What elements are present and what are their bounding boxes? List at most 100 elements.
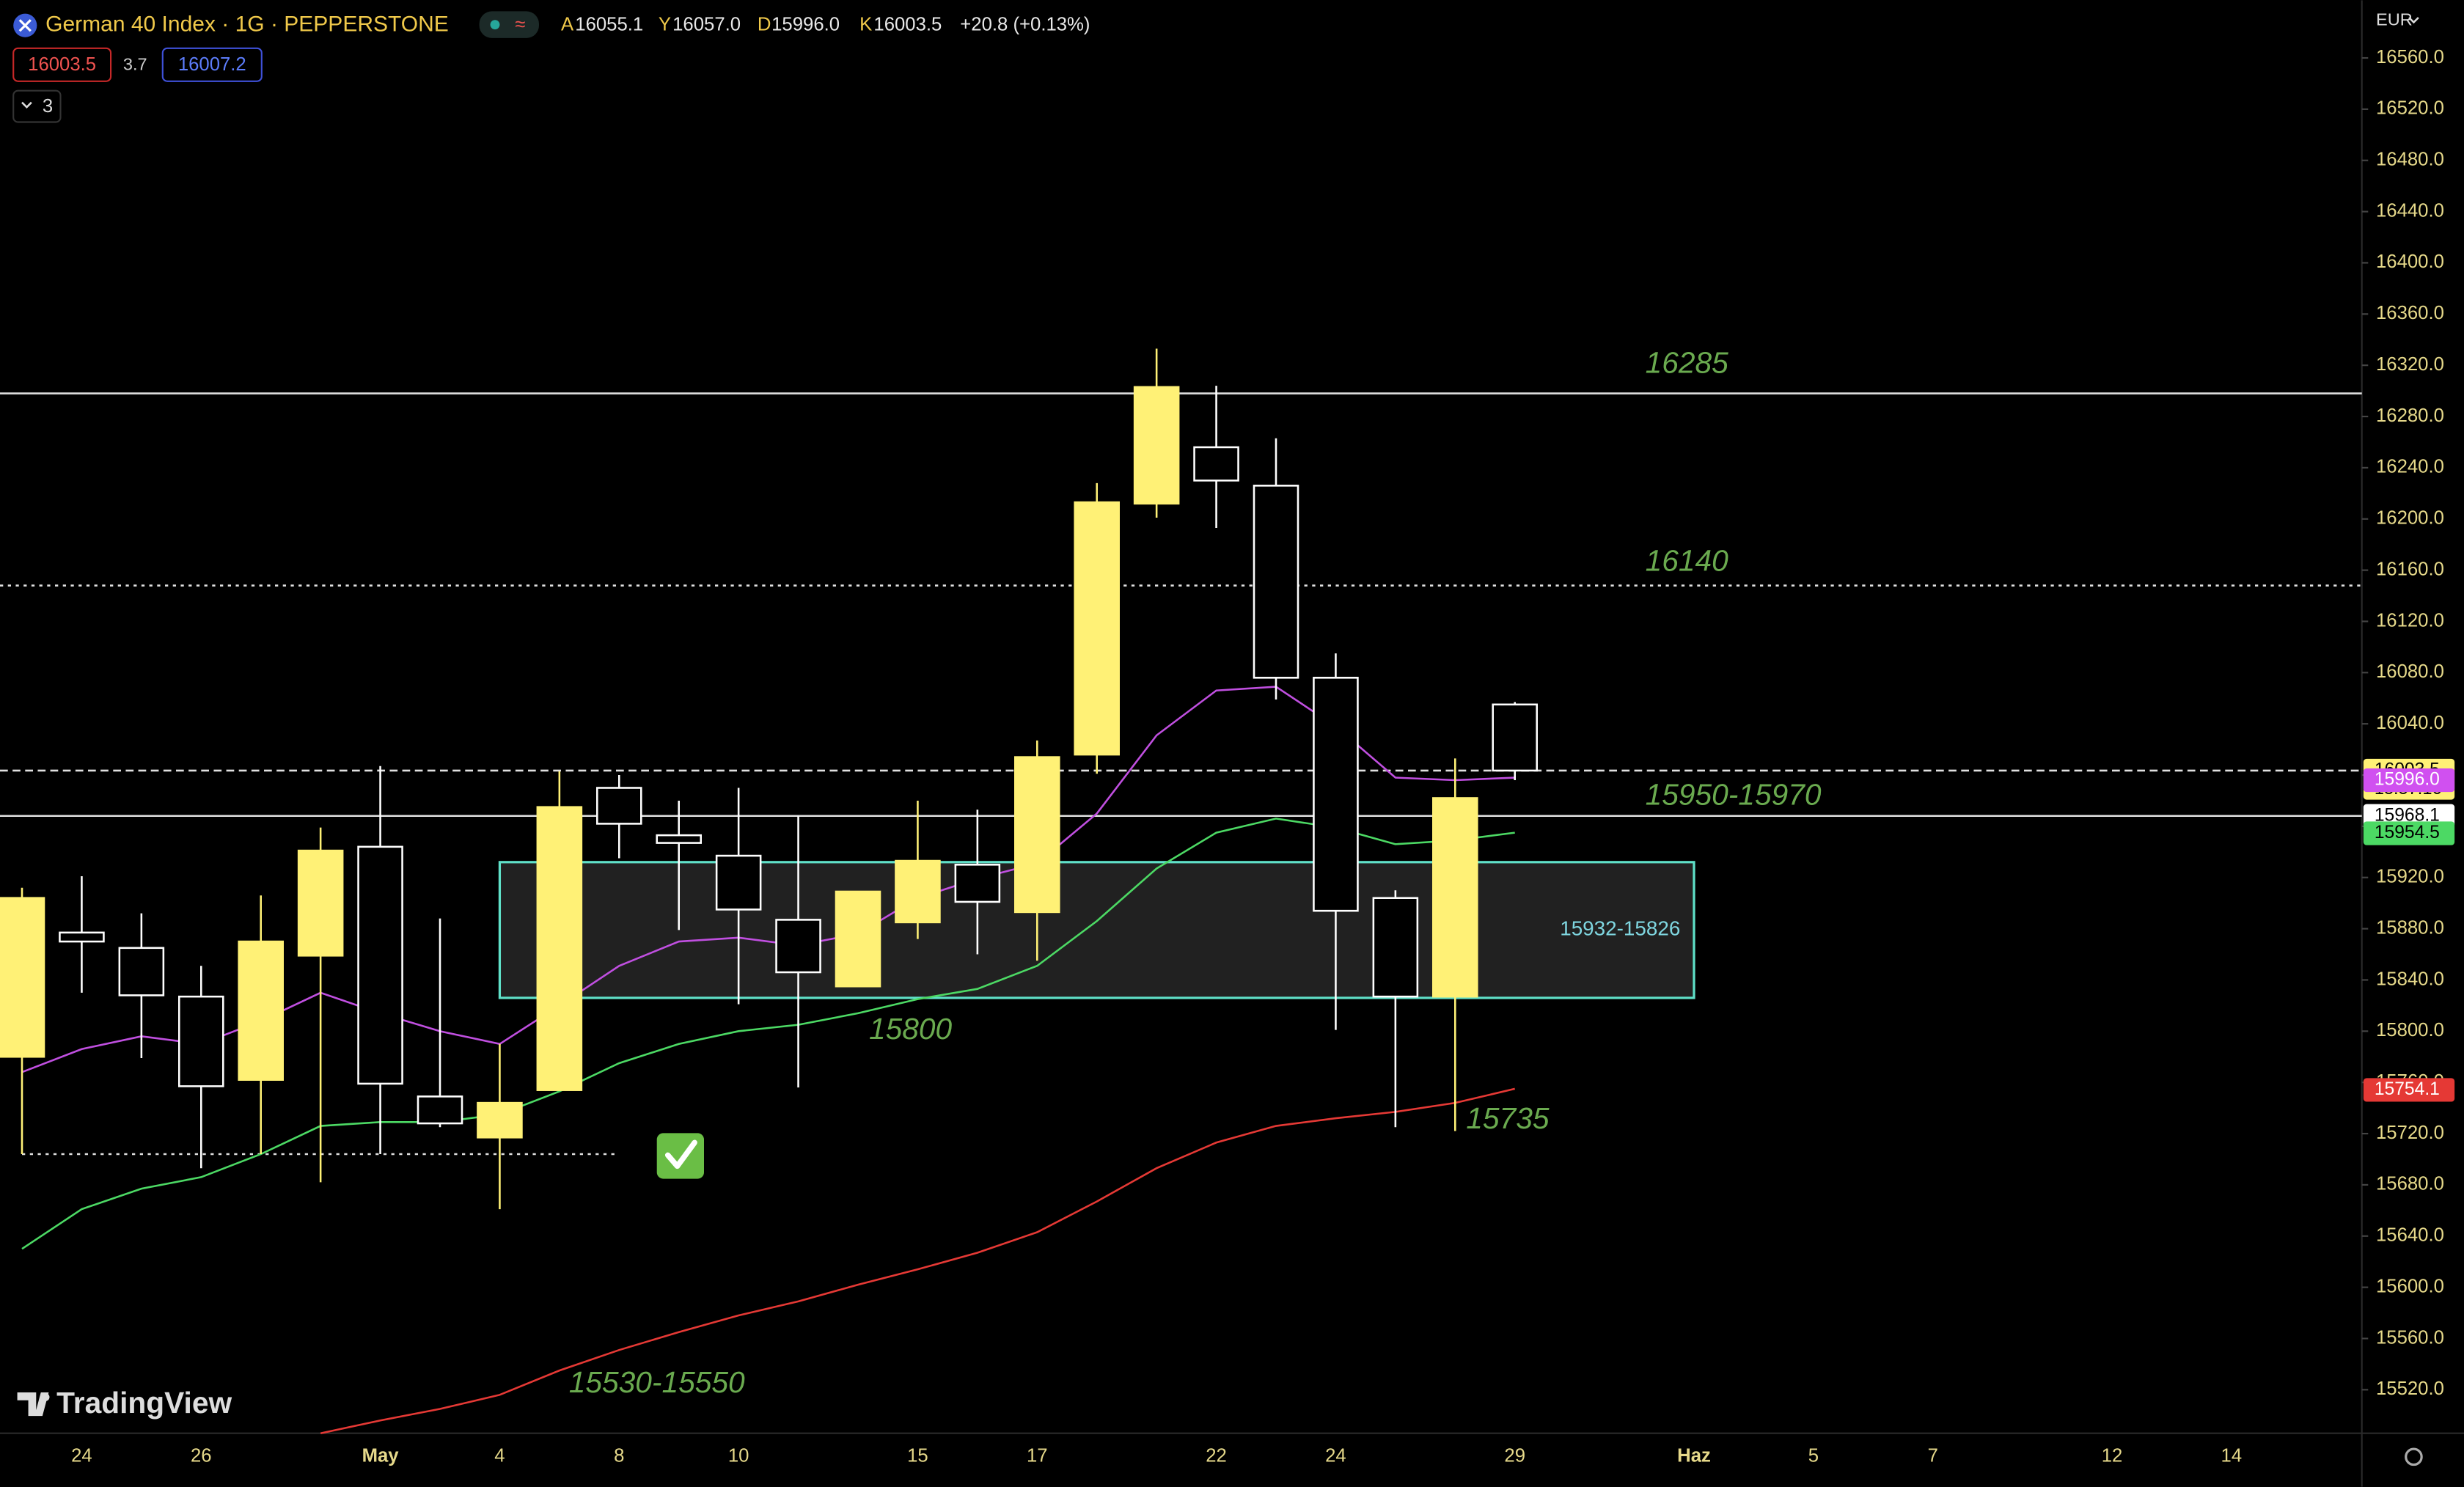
y-tick-label: 16200.0 bbox=[2376, 508, 2444, 529]
chevron bbox=[21, 101, 32, 109]
ohlc-value: 16055.1 bbox=[575, 15, 643, 35]
price-tag-label: 15954.5 bbox=[2375, 823, 2440, 842]
x-tick-label: 22 bbox=[1206, 1446, 1227, 1466]
settings-icon[interactable] bbox=[2405, 1447, 2423, 1466]
ohlc-label: D bbox=[758, 15, 771, 35]
currency: EUR bbox=[2376, 10, 2413, 29]
y-tick-label: 15680.0 bbox=[2376, 1174, 2444, 1194]
y-tick-label: 16560.0 bbox=[2376, 47, 2444, 67]
price-tag bbox=[2363, 768, 2455, 793]
annotation: 15735 bbox=[1466, 1101, 1550, 1135]
status-pill[interactable] bbox=[479, 11, 539, 38]
currency-chevron bbox=[2408, 17, 2419, 24]
y-tick-label: 15520.0 bbox=[2376, 1378, 2444, 1399]
check-badge bbox=[656, 1133, 704, 1179]
change: +20.8 (+0.13%) bbox=[960, 15, 1090, 35]
x-tick-label: 29 bbox=[1504, 1446, 1525, 1466]
y-tick-label: 16320.0 bbox=[2376, 354, 2444, 375]
y-tick-label: 16160.0 bbox=[2376, 559, 2444, 579]
y-tick-label: 16520.0 bbox=[2376, 98, 2444, 119]
ohlc-label: K bbox=[859, 15, 872, 35]
x-tick-label: 24 bbox=[1325, 1446, 1346, 1466]
symbol-title: German 40 Index · 1G · PEPPERSTONE bbox=[45, 12, 449, 37]
status-icon: ≈ bbox=[515, 15, 525, 35]
price-tag bbox=[2363, 1078, 2455, 1102]
y-tick-label: 16360.0 bbox=[2376, 303, 2444, 323]
price-tag bbox=[2363, 821, 2455, 845]
y-tick-label: 15600.0 bbox=[2376, 1276, 2444, 1296]
y-tick-label: 16440.0 bbox=[2376, 200, 2444, 221]
candle-body bbox=[835, 890, 881, 988]
x-tick-label: 5 bbox=[1808, 1446, 1819, 1466]
x-tick-label: 4 bbox=[494, 1446, 505, 1466]
x-tick-label: 8 bbox=[614, 1446, 624, 1466]
x-tick-label: 24 bbox=[71, 1446, 92, 1466]
candle-body bbox=[417, 1095, 463, 1125]
y-tick-label: 16120.0 bbox=[2376, 610, 2444, 631]
candle-body bbox=[1014, 756, 1060, 914]
candle-body bbox=[297, 849, 344, 957]
ohlc-value: 15996.0 bbox=[771, 15, 840, 35]
candle-body bbox=[715, 854, 762, 911]
y-tick-label: 15880.0 bbox=[2376, 917, 2444, 938]
y-tick-label: 15800.0 bbox=[2376, 1020, 2444, 1040]
x-tick-label: Haz bbox=[1677, 1446, 1711, 1466]
symbol-icon-mark bbox=[18, 19, 32, 32]
candle-body bbox=[1133, 386, 1180, 505]
zone bbox=[498, 861, 1695, 999]
status-dot bbox=[490, 20, 500, 30]
x-tick-label: 7 bbox=[1928, 1446, 1938, 1466]
candle-body bbox=[1492, 703, 1538, 772]
y-tick-label: 15920.0 bbox=[2376, 867, 2444, 887]
y-tick-label: 15840.0 bbox=[2376, 969, 2444, 989]
candle-body bbox=[0, 897, 45, 1058]
y-tick-label: 16400.0 bbox=[2376, 251, 2444, 272]
moving-average bbox=[21, 818, 1515, 1250]
candle-body bbox=[1313, 677, 1359, 912]
y-tick-label: 16480.0 bbox=[2376, 150, 2444, 170]
annotation: 16285 bbox=[1646, 345, 1729, 379]
candle-body bbox=[477, 1101, 523, 1139]
candle-body bbox=[954, 864, 1001, 903]
candle-body bbox=[1372, 897, 1419, 998]
check-mark bbox=[664, 1139, 697, 1170]
candle-body bbox=[895, 859, 941, 924]
y-tick-label: 16280.0 bbox=[2376, 405, 2444, 426]
ask: 16007.2 bbox=[178, 54, 246, 75]
candle-body bbox=[1193, 446, 1239, 482]
y-tick-label: 15720.0 bbox=[2376, 1123, 2444, 1143]
candle-body bbox=[238, 940, 284, 1081]
annotation: 15530-15550 bbox=[569, 1365, 745, 1399]
candle-body bbox=[1432, 797, 1478, 998]
candle-body bbox=[59, 931, 105, 943]
annotation: 16140 bbox=[1646, 543, 1729, 577]
x-tick-label: 10 bbox=[728, 1446, 749, 1466]
candle-body bbox=[1074, 501, 1120, 756]
candle-body bbox=[118, 947, 165, 996]
moving-average bbox=[320, 1087, 1516, 1434]
bid: 16003.5 bbox=[28, 54, 96, 75]
x-tick-label: 12 bbox=[2102, 1446, 2123, 1466]
brand: TradingView bbox=[56, 1386, 232, 1420]
x-tick-label: 14 bbox=[2221, 1446, 2243, 1466]
y-tick-label: 16040.0 bbox=[2376, 713, 2444, 733]
x-tick-label: May bbox=[362, 1446, 400, 1466]
annotation: 15800 bbox=[869, 1012, 953, 1046]
ohlc-value: 16003.5 bbox=[873, 15, 942, 35]
zone-label: 15932-15826 bbox=[1560, 917, 1680, 940]
candle-body bbox=[178, 995, 224, 1087]
candle-body bbox=[595, 787, 642, 825]
brand-logo bbox=[17, 1392, 49, 1417]
x-tick-label: 15 bbox=[907, 1446, 928, 1466]
ohlc-value: 16057.0 bbox=[672, 15, 741, 35]
bid-box[interactable] bbox=[12, 47, 112, 82]
candle-body bbox=[1253, 485, 1299, 679]
ask-box[interactable] bbox=[161, 47, 263, 82]
spread: 3.7 bbox=[123, 55, 147, 74]
y-tick-label: 15640.0 bbox=[2376, 1225, 2444, 1246]
indicator-toggle[interactable] bbox=[12, 89, 62, 123]
candle-body bbox=[357, 845, 403, 1085]
y-tick-label: 16240.0 bbox=[2376, 457, 2444, 477]
